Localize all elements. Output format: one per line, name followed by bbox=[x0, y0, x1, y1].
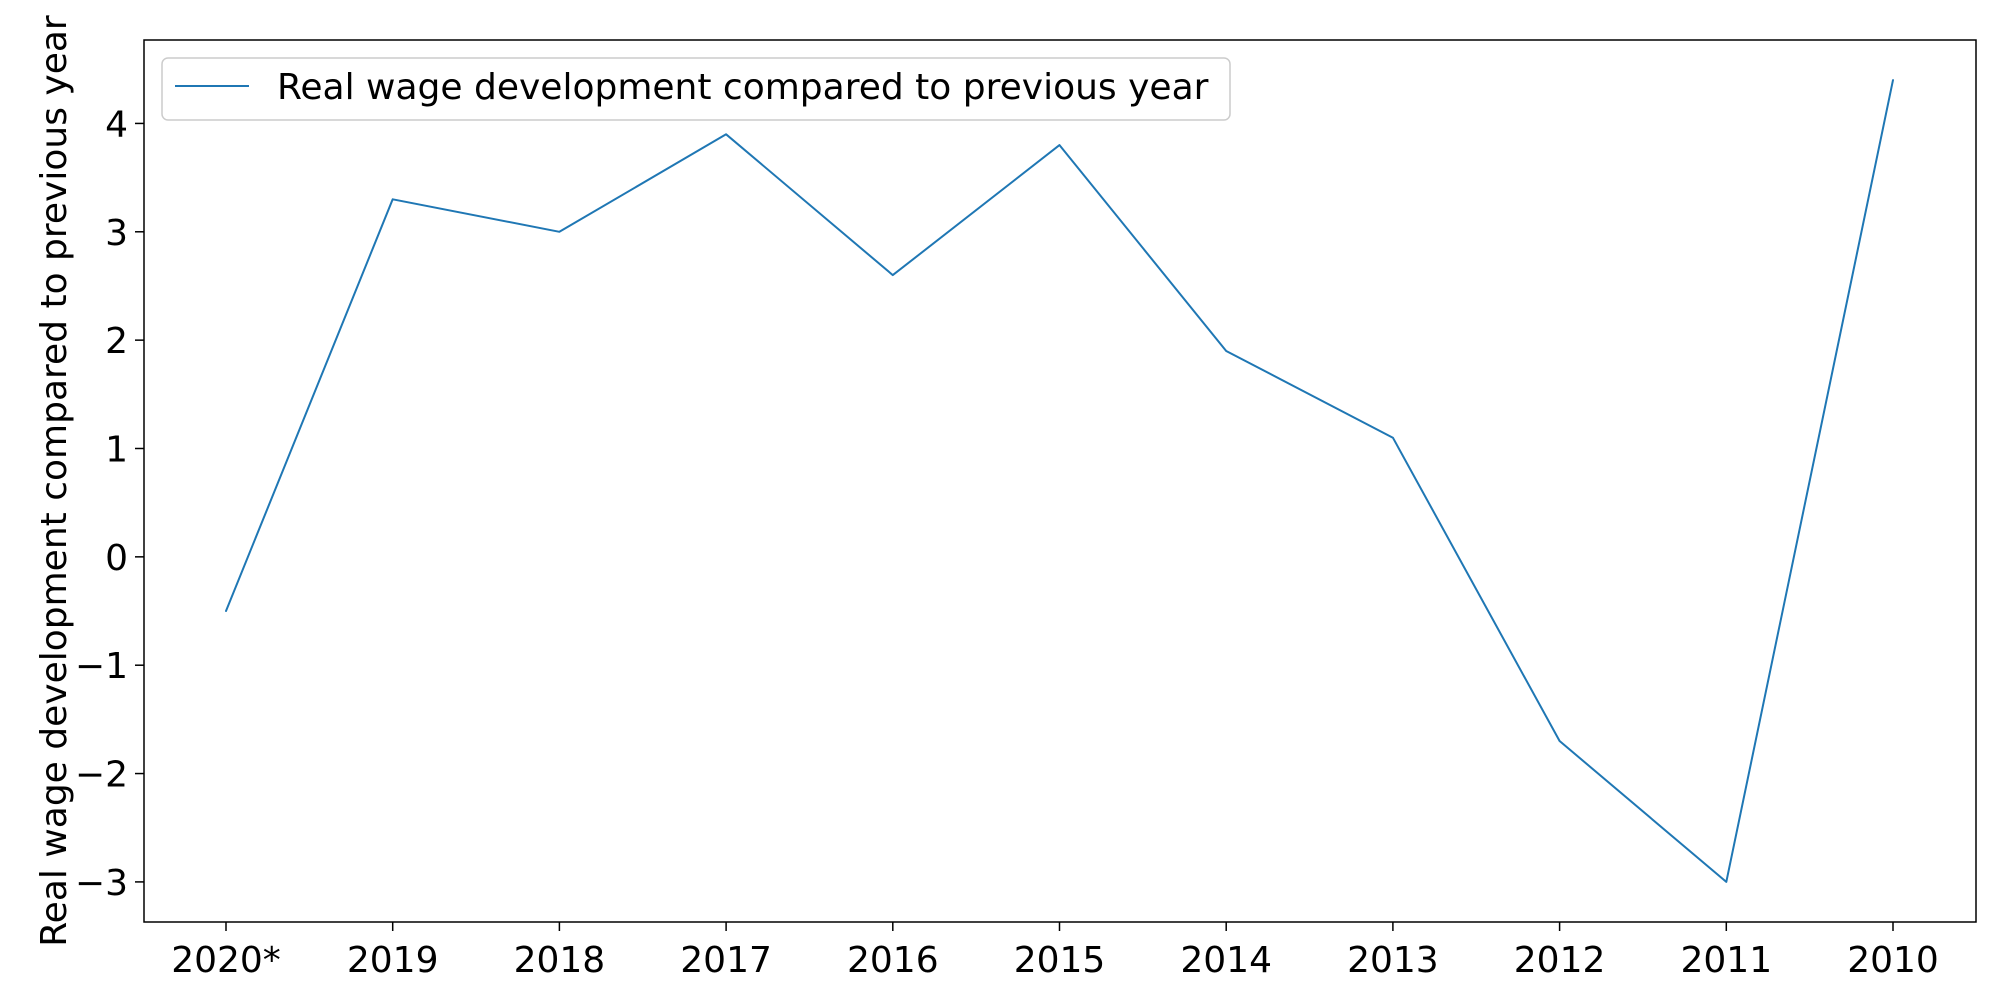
y-tick-label: 2 bbox=[105, 321, 128, 362]
series-line bbox=[225, 79, 1894, 883]
x-tick-label: 2010 bbox=[1847, 940, 1939, 981]
x-tick-label: 2014 bbox=[1180, 940, 1272, 981]
y-tick-label: 0 bbox=[105, 538, 128, 579]
x-axis: 2020* 2019 2018 2017 2016 2015 2014 2013 2012 201… bbox=[171, 922, 1939, 981]
y-tick-label: −1 bbox=[75, 646, 128, 687]
plot-area bbox=[143, 39, 1977, 923]
y-tick-label: −3 bbox=[75, 863, 128, 904]
x-tick-label: 2012 bbox=[1514, 940, 1606, 981]
y-tick-label: 1 bbox=[105, 429, 128, 470]
x-tick-label: 2016 bbox=[847, 940, 939, 981]
y-tick-label: −2 bbox=[75, 755, 128, 796]
x-tick-label: 2013 bbox=[1347, 940, 1439, 981]
x-tick-label: 2017 bbox=[680, 940, 772, 981]
y-tick-label: 4 bbox=[105, 104, 128, 145]
legend-box bbox=[161, 57, 1231, 121]
x-tick-label: 2011 bbox=[1680, 940, 1772, 981]
x-tick-label: 2018 bbox=[514, 940, 606, 981]
legend-entry-label: Real wage development compared to previo… bbox=[277, 67, 1209, 108]
x-tick-label: 2015 bbox=[1014, 940, 1106, 981]
series-group bbox=[225, 79, 1894, 883]
y-axis: 4 3 2 1 0 −1 −2 −3 bbox=[75, 104, 144, 904]
y-axis-label: Real wage development compared to previo… bbox=[34, 15, 75, 947]
y-tick-label: 3 bbox=[105, 213, 128, 254]
x-tick-label: 2020* bbox=[171, 940, 281, 981]
x-tick-label: 2019 bbox=[347, 940, 439, 981]
legend: Real wage development compared to previo… bbox=[161, 57, 1231, 121]
